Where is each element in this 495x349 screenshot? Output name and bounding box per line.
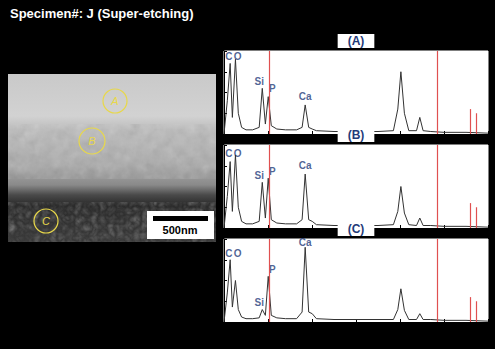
- svg-text:Si: Si: [254, 297, 264, 308]
- svg-text:B: B: [88, 135, 95, 147]
- svg-text:Ca: Ca: [299, 91, 312, 102]
- svg-text:O: O: [233, 51, 242, 63]
- svg-text:P: P: [269, 264, 276, 275]
- svg-text:Si: Si: [254, 170, 264, 181]
- svg-text:Ca: Ca: [299, 237, 312, 248]
- svg-text:(A): (A): [348, 34, 365, 48]
- svg-text:C: C: [225, 51, 232, 62]
- svg-text:O: O: [234, 248, 242, 259]
- svg-text:Ca: Ca: [299, 160, 312, 171]
- svg-text:P: P: [269, 166, 276, 177]
- svg-text:C: C: [225, 248, 232, 259]
- svg-text:(B): (B): [348, 128, 365, 142]
- svg-text:C: C: [225, 148, 232, 159]
- svg-text:P: P: [269, 83, 276, 94]
- svg-text:C: C: [42, 215, 50, 227]
- svg-text:(C): (C): [348, 222, 365, 236]
- svg-text:A: A: [110, 95, 118, 107]
- svg-text:500nm: 500nm: [163, 224, 198, 236]
- html-text:Specimen#: J (Super-etching): Specimen#: J (Super-etching): [10, 6, 194, 21]
- svg-text:O: O: [233, 147, 242, 159]
- svg-text:Si: Si: [254, 76, 264, 87]
